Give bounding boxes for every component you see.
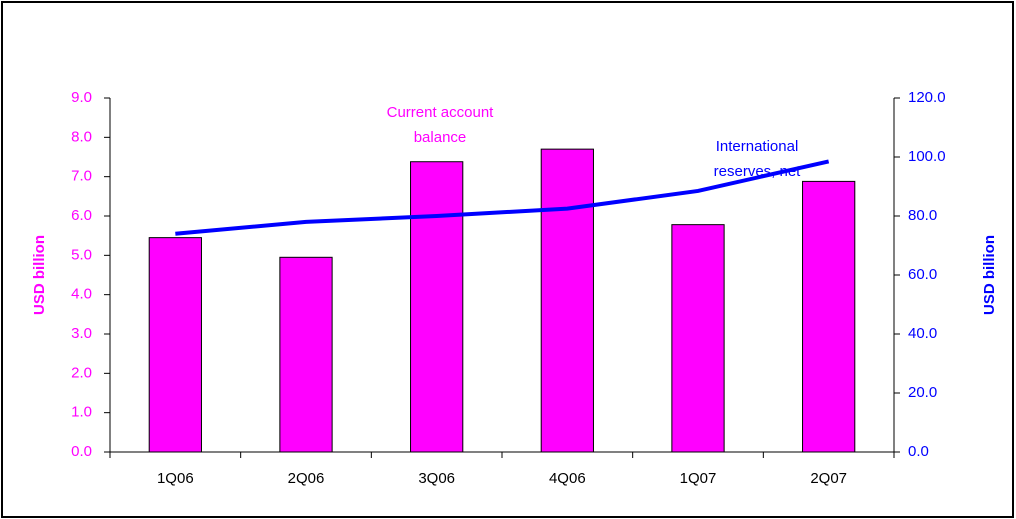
bar [671,224,725,453]
y-tick-label: 1.0 [71,404,92,421]
bar [148,237,202,453]
y2-tick-label: 80.0 [908,207,937,224]
y-tick-label: 8.0 [71,128,92,145]
x-tick-label: 3Q06 [418,470,455,487]
y-tick-label: 9.0 [71,89,92,106]
x-tick-label: 2Q06 [288,470,325,487]
line [175,159,830,236]
y-tick-label: 6.0 [71,207,92,224]
bar [540,148,594,453]
x-tick-label: 1Q07 [680,470,717,487]
y2-axis-label: USD billion [981,235,998,315]
y2-tick-label: 0.0 [908,443,929,460]
x-tick-label: 4Q06 [549,470,586,487]
y-tick-label: 5.0 [71,246,92,263]
y2-tick-label: 20.0 [908,384,937,401]
bar [279,256,333,453]
y2-tick-label: 40.0 [908,325,937,342]
annotation: reserves, net [714,163,802,180]
y2-tick-label: 60.0 [908,266,937,283]
bar [410,161,464,453]
annotation: balance [414,129,467,146]
annotation: Current account [387,104,495,121]
y2-tick-label: 120.0 [908,89,946,106]
y-tick-label: 4.0 [71,286,92,303]
y-tick-label: 7.0 [71,168,92,185]
x-tick-label: 2Q07 [810,470,847,487]
y-tick-label: 0.0 [71,443,92,460]
y-axis-label: USD billion [31,235,48,315]
y-tick-label: 3.0 [71,325,92,342]
annotation: International [716,138,799,155]
y2-tick-label: 100.0 [908,148,946,165]
bar [802,180,856,453]
x-tick-label: 1Q06 [157,470,194,487]
y-tick-label: 2.0 [71,364,92,381]
